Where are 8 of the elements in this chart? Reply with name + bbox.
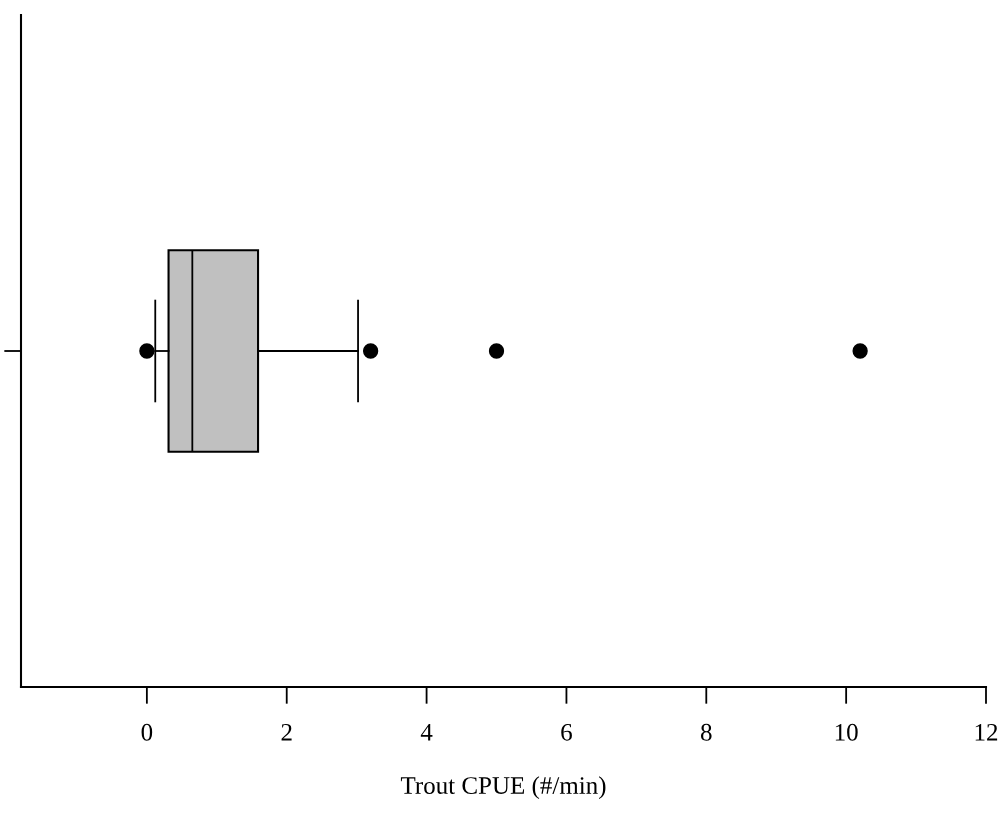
x-tick-label: 6 [561, 723, 572, 741]
x-tick-label: 10 [835, 723, 858, 741]
x-tick-label: 0 [141, 723, 153, 741]
x-tick-label: 4 [420, 724, 433, 741]
x-tick-label: 2 [281, 723, 292, 741]
x-tick-label: 12 [975, 723, 998, 741]
x-axis-title: Trout CPUE (#/min) [400, 776, 606, 800]
x-tick-label: 8 [700, 723, 712, 741]
